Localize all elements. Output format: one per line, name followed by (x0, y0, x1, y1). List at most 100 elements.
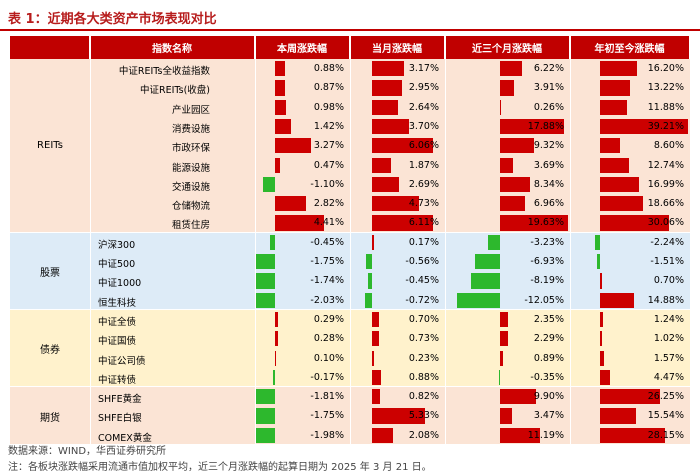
value-label: 3.17% (408, 63, 439, 74)
value-bar (275, 311, 279, 328)
row-name: SHFE白银 (98, 413, 142, 425)
value-bar (372, 331, 380, 347)
value-label: 1.57% (653, 352, 684, 364)
value-bar (600, 292, 635, 308)
row-name: 消费设施 (171, 123, 210, 135)
value-label: 0.23% (408, 352, 439, 364)
value-bar (475, 254, 500, 270)
value-bar (256, 427, 275, 443)
value-bar (367, 273, 372, 289)
group-label: 股票 (40, 267, 60, 279)
value-bar (372, 138, 433, 154)
value-bar (596, 254, 600, 270)
value-label: 17.88% (527, 120, 564, 132)
row-name: 租赁住房 (171, 220, 210, 232)
value-label: 9.90% (533, 391, 564, 403)
row-name: 交通设施 (171, 181, 210, 193)
value-bar (488, 234, 500, 250)
row-name: 中证500 (98, 259, 136, 270)
value-label: -0.45% (310, 236, 344, 248)
value-bar (600, 157, 630, 173)
row-name: 产业园区 (171, 104, 210, 116)
value-bar (256, 273, 275, 289)
value-label: 15.54% (647, 410, 684, 422)
value-label: 18.66% (647, 198, 684, 210)
value-bar (500, 176, 531, 193)
header-3: 近三个月涨跌幅 (445, 36, 570, 59)
value-label: 16.99% (647, 178, 684, 190)
footnote: 注：各板块涨跌幅采用流通市值加权平均，近三个月涨跌幅的起算日期为 2025 年 … (8, 462, 432, 473)
value-bar (500, 61, 523, 77)
value-bar (500, 350, 504, 366)
header-2: 当月涨跌幅 (350, 36, 445, 59)
value-label: 28.15% (647, 429, 684, 441)
row-name: 恒生科技 (98, 297, 137, 309)
row-name: 中证公司债 (98, 355, 146, 367)
value-bar (372, 350, 375, 366)
value-bar (498, 369, 500, 386)
group-label: 债券 (40, 344, 60, 356)
title-rule (0, 29, 700, 31)
value-label: -1.75% (310, 256, 344, 267)
value-bar (372, 369, 381, 386)
value-bar (262, 176, 275, 193)
value-bar (470, 273, 500, 289)
value-label: -1.98% (310, 429, 344, 441)
value-label: 6.96% (533, 198, 564, 210)
column-separator (255, 36, 256, 445)
value-label: 16.20% (647, 63, 684, 74)
value-label: -1.10% (310, 178, 344, 190)
row-name: 中证全债 (98, 316, 137, 328)
value-label: 0.70% (408, 313, 439, 325)
value-label: 2.64% (408, 101, 439, 113)
row-name: 中证国债 (98, 336, 137, 348)
column-separator (350, 36, 351, 445)
value-bar (256, 389, 275, 405)
row-name: 中证REITs全收益指数 (118, 66, 210, 77)
value-label: -1.81% (310, 391, 344, 403)
value-label: 8.60% (653, 140, 684, 152)
value-label: 0.89% (533, 352, 564, 364)
value-label: 0.10% (313, 352, 344, 364)
value-label: -2.03% (310, 294, 344, 306)
value-bar (500, 331, 509, 347)
value-label: 1.02% (653, 333, 684, 345)
value-label: 14.88% (647, 294, 684, 306)
value-label: 0.26% (533, 101, 564, 113)
value-label: -0.17% (310, 371, 344, 383)
value-bar (500, 389, 536, 405)
row-name: 市政环保 (171, 143, 210, 155)
value-bar (372, 215, 434, 231)
value-label: 0.98% (313, 101, 344, 113)
performance-table: 指数名称 本周涨跌幅 当月涨跌幅 近三个月涨跌幅 年初至今涨跌幅 REITs 中证REITs… (10, 36, 690, 445)
value-bar (500, 215, 568, 231)
row-name: 能源设施 (171, 162, 210, 174)
column-separator (90, 36, 91, 445)
value-label: -0.35% (530, 371, 564, 383)
value-bar (600, 273, 602, 289)
value-label: 3.70% (408, 120, 439, 132)
value-bar (275, 157, 281, 173)
value-label: 0.29% (313, 313, 344, 325)
value-bar (600, 176, 640, 193)
column-separator (570, 36, 571, 445)
value-label: 0.17% (408, 236, 439, 248)
value-label: -1.74% (310, 275, 344, 287)
group-label: 期货 (40, 412, 60, 424)
value-bar (256, 254, 275, 270)
value-bar (275, 80, 285, 96)
value-bar (600, 331, 603, 347)
value-bar (456, 292, 500, 308)
value-bar (600, 61, 638, 77)
value-label: 26.25% (647, 391, 684, 403)
value-bar (600, 80, 631, 96)
value-label: -0.72% (405, 294, 439, 306)
value-label: 2.69% (408, 178, 439, 190)
value-label: -1.75% (310, 410, 344, 422)
value-label: 0.88% (313, 63, 344, 74)
value-label: 11.19% (527, 429, 564, 441)
value-bar (500, 99, 501, 115)
value-label: 4.41% (313, 217, 344, 229)
row-name: SHFE黄金 (98, 394, 142, 406)
row-name: COMEX黄金 (98, 432, 152, 444)
